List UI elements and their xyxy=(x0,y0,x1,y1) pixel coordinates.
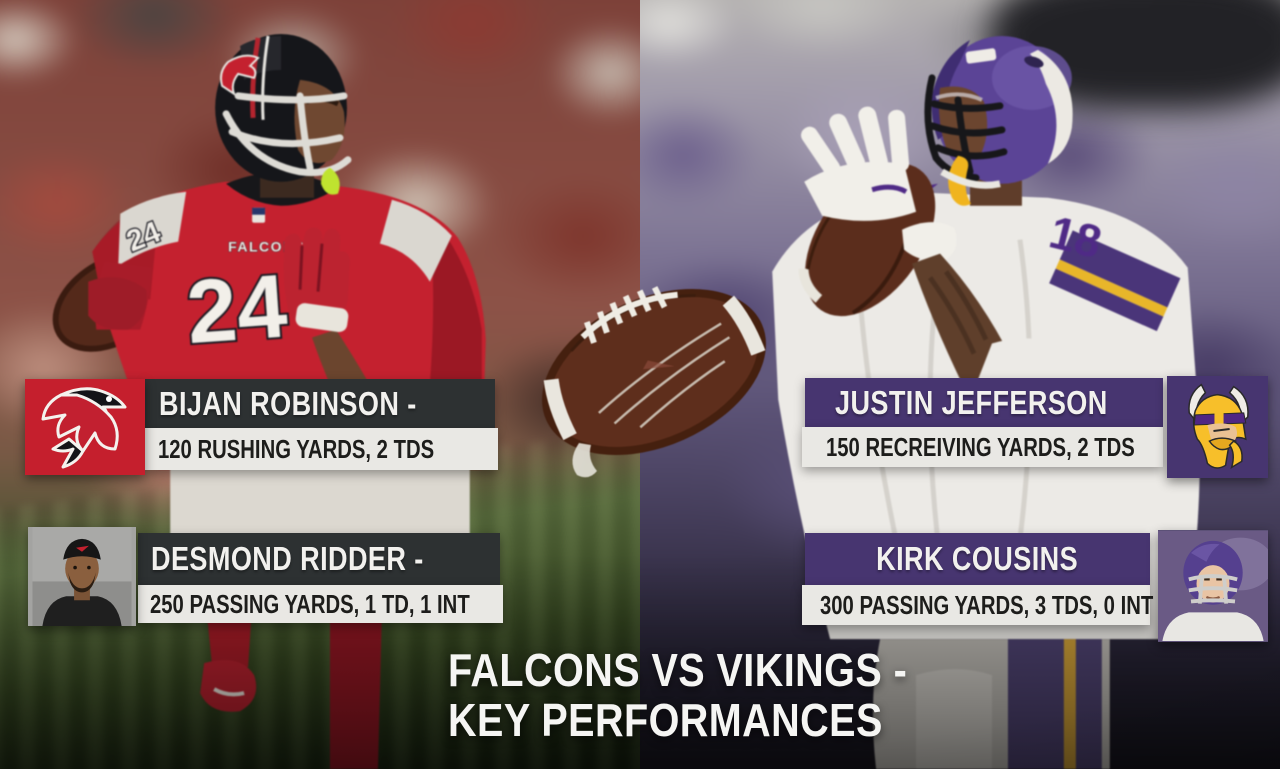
ridder-name-bar: DESMOND RIDDER - xyxy=(138,533,500,585)
jefferson-stat-bar: 150 RECREIVING YARDS, 2 TDS xyxy=(802,427,1163,467)
ridder-stat-label: 250 PASSING YARDS, 1 TD, 1 INT xyxy=(150,588,470,619)
falcons-helmet xyxy=(215,33,352,195)
page-title: FALCONS VS VIKINGS - KEY PERFORMANCES xyxy=(448,645,982,745)
bijan-name-label: BIJAN ROBINSON - xyxy=(159,384,417,422)
football-image xyxy=(542,286,766,478)
cousins-name-bar: KIRK COUSINS xyxy=(805,533,1150,585)
cousins-name-label: KIRK COUSINS xyxy=(876,540,1079,577)
jefferson-name-bar: JUSTIN JEFFERSON xyxy=(805,378,1163,427)
title-line-1: FALCONS VS VIKINGS - xyxy=(448,644,908,696)
bijan-name-bar: BIJAN ROBINSON - xyxy=(145,379,495,428)
chest-number: 24 xyxy=(184,256,291,363)
ridder-stat-bar: 250 PASSING YARDS, 1 TD, 1 INT xyxy=(138,585,503,623)
title-line-2: KEY PERFORMANCES xyxy=(448,694,883,746)
cousins-stat-bar: 300 PASSING YARDS, 3 TDS, 0 INT xyxy=(802,585,1154,625)
ridder-name-label: DESMOND RIDDER - xyxy=(151,540,424,577)
vikings-helmet xyxy=(924,35,1073,206)
bijan-stat-bar: 120 RUSHING YARDS, 2 TDS xyxy=(145,428,498,470)
jefferson-name-label: JUSTIN JEFFERSON xyxy=(835,383,1108,421)
falcons-logo-icon xyxy=(25,379,145,475)
bijan-stat-label: 120 RUSHING YARDS, 2 TDS xyxy=(158,433,435,464)
cousins-headshot xyxy=(1158,530,1268,642)
jefferson-stat-label: 150 RECREIVING YARDS, 2 TDS xyxy=(826,431,1135,462)
vikings-logo-icon xyxy=(1167,376,1268,478)
cousins-stat-label: 300 PASSING YARDS, 3 TDS, 0 INT xyxy=(820,589,1154,620)
ridder-headshot xyxy=(28,527,136,626)
